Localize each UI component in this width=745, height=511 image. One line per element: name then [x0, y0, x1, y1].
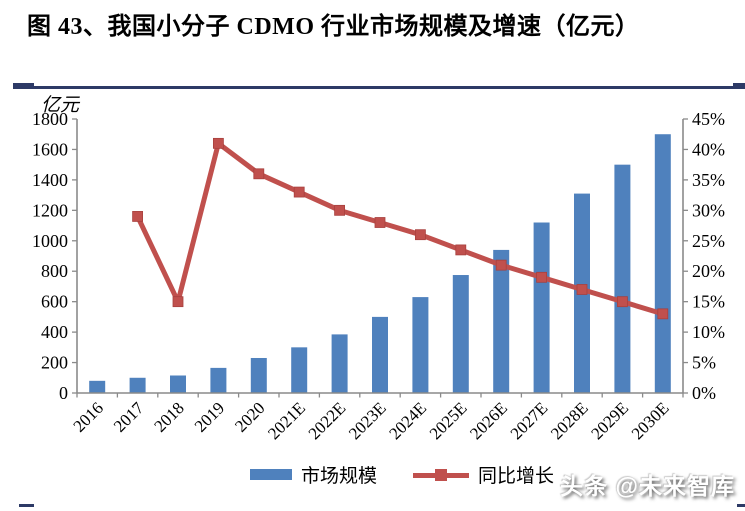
x-axis-category-label: 2019 [191, 398, 228, 435]
top-divider-left-dash [13, 83, 34, 89]
legend-item-growth: 同比增长 [413, 461, 554, 488]
growth-line-marker [617, 296, 628, 308]
bar-2024E [412, 297, 429, 393]
left-axis-tick-label: 1600 [32, 139, 68, 159]
right-axis-tick-label: 0% [692, 383, 716, 403]
x-axis-category-label: 2028E [547, 398, 592, 443]
right-axis-tick-label: 40% [692, 139, 725, 159]
growth-line-marker [495, 259, 507, 271]
left-axis-tick-label: 1400 [32, 170, 68, 190]
x-axis-category-label: 2021E [264, 398, 309, 443]
left-axis-tick-label: 800 [41, 261, 68, 281]
growth-line-marker [132, 211, 144, 222]
growth-line-marker [334, 204, 346, 216]
growth-line-marker [172, 296, 184, 308]
bar-2026E [493, 249, 510, 393]
x-axis-category-label: 2029E [587, 398, 632, 443]
bar-2019 [210, 367, 227, 393]
bottom-border-left-dash [19, 504, 34, 507]
x-axis-category-label: 2026E [466, 398, 511, 443]
growth-line-marker [293, 186, 305, 198]
right-axis-tick-label: 15% [692, 292, 725, 312]
left-axis-tick-label: 200 [41, 353, 68, 373]
bar-2022E [331, 334, 348, 393]
left-axis-tick-label: 1800 [32, 109, 68, 129]
x-axis-category-label: 2025E [426, 398, 471, 443]
chart-legend: 市场规模 同比增长 [250, 461, 554, 488]
left-axis-tick-label: 400 [41, 322, 68, 342]
left-axis-tick-label: 0 [59, 383, 68, 403]
bar-2021E [291, 347, 308, 393]
left-axis-tick-label: 600 [41, 292, 68, 312]
growth-line-marker [455, 244, 467, 256]
bar-2018 [170, 375, 186, 393]
x-axis-category-label: 2024E [385, 398, 430, 443]
x-axis-category-label: 2017 [110, 398, 148, 436]
legend-line-marker-icon [435, 468, 448, 481]
bar-2020 [250, 357, 267, 393]
figure-title: 图 43、我国小分子 CDMO 行业市场规模及增速（亿元） [27, 14, 640, 40]
legend-line-label: 同比增长 [478, 466, 555, 487]
bar-2029E [614, 164, 631, 393]
x-axis-category-label: 2020 [231, 398, 268, 435]
legend-line-swatch [413, 468, 470, 481]
left-axis-tick-label: 1200 [32, 200, 68, 220]
right-axis-tick-label: 10% [692, 322, 725, 342]
growth-line-marker [536, 271, 547, 283]
growth-line-marker [576, 284, 588, 295]
growth-line-marker [657, 308, 669, 320]
watermark: 头条 @未来智库 [560, 473, 735, 499]
legend-item-market-size: 市场规模 [250, 461, 377, 488]
bar-2023E [372, 316, 388, 393]
x-axis-category-label: 2023E [345, 398, 390, 443]
top-divider-rule [13, 83, 745, 89]
growth-line [135, 140, 666, 317]
right-axis-tick-label: 20% [692, 261, 725, 281]
x-axis-category-label: 2027E [507, 398, 552, 443]
right-axis-tick-label: 25% [692, 231, 725, 251]
bar-2025E [452, 275, 469, 393]
legend-bar-swatch [250, 469, 292, 480]
bar-2017 [129, 377, 146, 393]
right-axis-tick-label: 30% [692, 200, 725, 220]
right-axis-tick-label: 45% [692, 109, 725, 129]
bottom-border-right-dash [737, 504, 745, 507]
left-axis-tick-label: 1000 [32, 231, 68, 251]
x-axis-category-label: 2030E [628, 398, 673, 443]
growth-line-marker [212, 137, 224, 149]
right-axis-tick-label: 35% [692, 170, 725, 190]
bar-2016 [89, 380, 106, 393]
growth-line-marker [414, 229, 426, 241]
growth-line-marker [374, 217, 386, 228]
bar-2027E [533, 222, 550, 393]
right-axis-tick-label: 5% [692, 353, 716, 373]
x-axis-category-label: 2018 [150, 398, 187, 435]
legend-bar-label: 市场规模 [301, 466, 378, 487]
left-axis-unit-label: 亿元 [41, 95, 81, 116]
x-axis-category-label: 2016 [70, 398, 107, 435]
top-divider-right-dash [733, 83, 745, 89]
x-axis-category-label: 2022E [305, 398, 350, 443]
growth-line-marker [253, 168, 265, 180]
bar-2030E [654, 134, 671, 393]
